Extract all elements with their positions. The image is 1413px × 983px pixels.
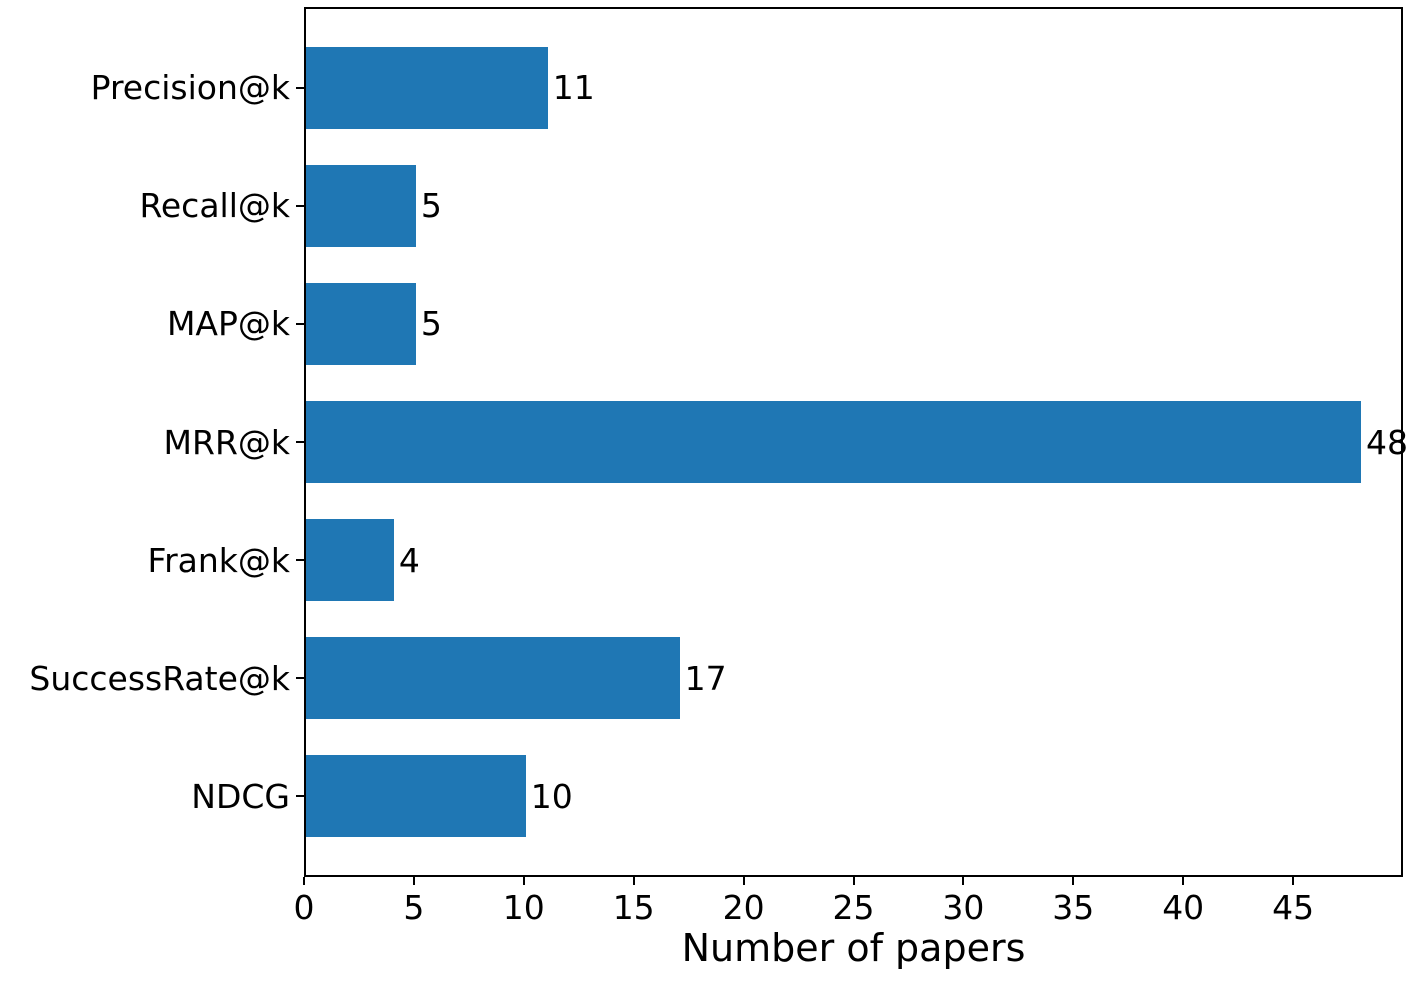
x-axis-tick-label: 40	[1162, 888, 1205, 927]
bar	[306, 46, 548, 130]
y-axis-category-label: MRR@k	[163, 422, 290, 462]
y-axis-category-label: Precision@k	[90, 68, 290, 108]
y-axis-tick-mark	[296, 322, 304, 325]
bar	[306, 636, 680, 720]
x-axis-tick-mark	[1182, 877, 1185, 885]
x-axis-tick-label: 45	[1272, 888, 1315, 927]
y-axis-tick-mark	[296, 441, 304, 443]
y-axis-category-label: Frank@k	[147, 540, 290, 580]
y-axis-tick-mark	[296, 795, 304, 798]
x-axis-tick-mark	[303, 877, 305, 885]
bar-value-label: 5	[420, 186, 442, 226]
x-axis-tick-label: 20	[722, 888, 765, 927]
y-axis-category-label: SuccessRate@k	[29, 658, 290, 698]
bar	[306, 282, 416, 366]
x-axis-tick-mark	[852, 877, 855, 885]
x-axis-tick-label: 5	[403, 888, 425, 927]
x-axis-tick-mark	[412, 877, 415, 885]
y-axis-tick-mark	[296, 559, 304, 562]
bar-value-label: 10	[530, 776, 573, 816]
x-axis-tick-mark	[1072, 877, 1075, 885]
x-axis-tick-label: 10	[502, 888, 545, 927]
x-axis-title: Number of papers	[681, 926, 1026, 970]
x-axis-tick-label: 30	[942, 888, 985, 927]
bar	[306, 164, 416, 248]
bar-value-label: 5	[420, 304, 442, 344]
x-axis-tick-mark	[522, 877, 525, 885]
bar	[306, 754, 526, 838]
x-axis-tick-label: 15	[612, 888, 655, 927]
y-axis-category-label: MAP@k	[166, 304, 290, 344]
x-axis-tick-label: 35	[1052, 888, 1095, 927]
bar-value-label: 11	[552, 68, 595, 108]
bar-value-label: 17	[684, 658, 727, 698]
y-axis-category-label: NDCG	[191, 776, 290, 816]
x-axis-tick-mark	[632, 877, 635, 885]
y-axis-tick-mark	[296, 677, 304, 680]
y-axis-tick-mark	[296, 86, 304, 89]
bar	[306, 400, 1362, 484]
x-axis-tick-mark	[1292, 877, 1295, 885]
bar-value-label: 48	[1366, 422, 1409, 462]
y-axis-tick-mark	[296, 204, 304, 207]
bar-value-label: 4	[398, 540, 420, 580]
y-axis-category-label: Recall@k	[139, 186, 290, 226]
x-axis-tick-mark	[962, 877, 965, 885]
x-axis-tick-label: 25	[832, 888, 875, 927]
bar	[306, 518, 394, 602]
x-axis-tick-label: 0	[293, 888, 315, 927]
x-axis-tick-mark	[742, 877, 745, 885]
